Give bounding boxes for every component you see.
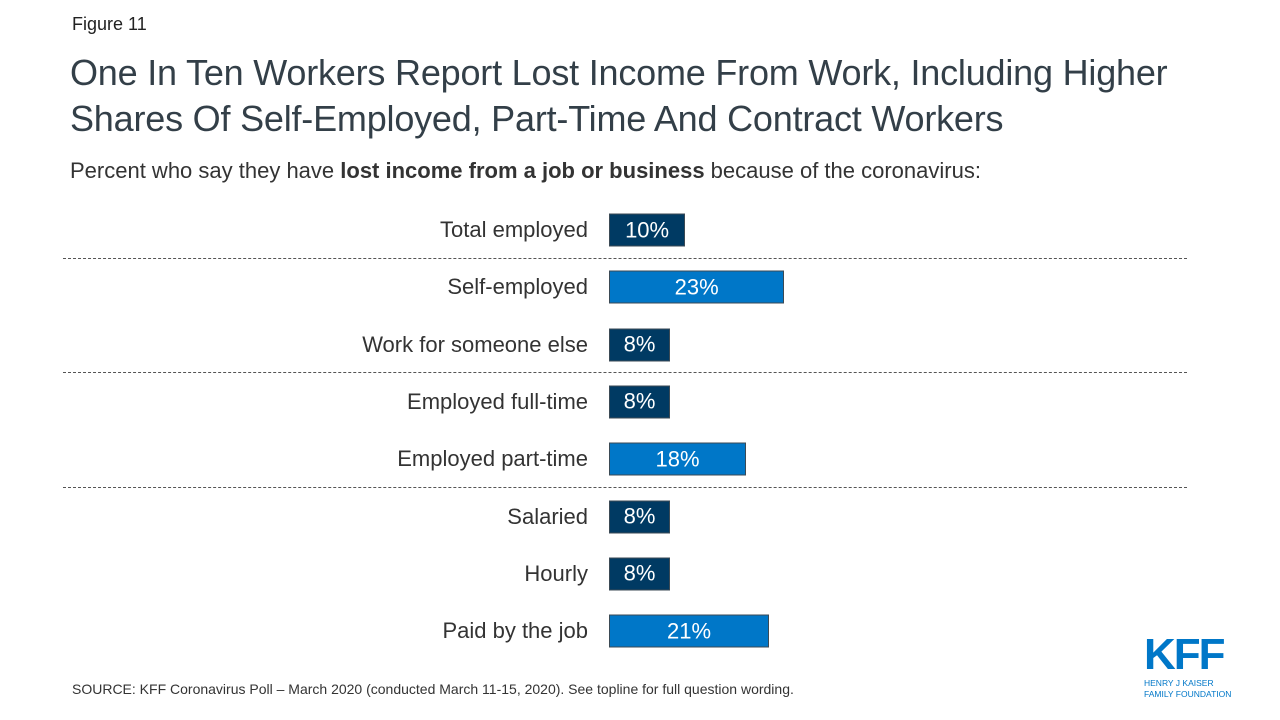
- subtitle-pre: Percent who say they have: [70, 158, 341, 183]
- category-label: Salaried: [507, 503, 588, 529]
- group-separator: [63, 486, 1187, 488]
- category-label: Self-employed: [447, 274, 588, 300]
- category-label: Hourly: [524, 560, 588, 586]
- bar: 8%: [609, 557, 670, 591]
- bar: 23%: [609, 270, 785, 304]
- figure-label: Figure 11: [72, 14, 147, 34]
- category-label: Employed full-time: [407, 388, 588, 414]
- group-separator: [63, 257, 1187, 259]
- bar: 10%: [609, 213, 686, 247]
- source-note: SOURCE: KFF Coronavirus Poll – March 202…: [72, 681, 794, 697]
- logo-main: KFF: [1144, 630, 1226, 679]
- bar: 8%: [609, 500, 670, 533]
- category-label: Employed part-time: [397, 446, 588, 472]
- bar: 21%: [609, 614, 770, 648]
- group-separator: [63, 372, 1187, 374]
- chart-title: One In Ten Workers Report Lost Income Fr…: [70, 52, 1168, 139]
- header: One In Ten Workers Report Lost Income Fr…: [70, 50, 1275, 184]
- data-label: 23%: [674, 274, 719, 300]
- data-label: 21%: [666, 618, 712, 644]
- category-label: Paid by the job: [442, 618, 588, 644]
- data-label: 10%: [625, 217, 670, 242]
- subtitle-bold: lost income from a job or business: [340, 158, 705, 183]
- bar: 8%: [609, 385, 670, 419]
- bar: 8%: [609, 328, 670, 362]
- data-label: 8%: [623, 388, 656, 414]
- kff-logo: KFF HENRY J KAISER FAMILY FOUNDATION: [1144, 632, 1240, 700]
- category-label: Total employed: [440, 217, 588, 242]
- data-label: 8%: [623, 560, 656, 586]
- chart-subtitle: Percent who say they have lost income fr…: [70, 158, 1275, 184]
- logo-line2: FAMILY FOUNDATION: [1144, 689, 1232, 699]
- subtitle-post: because of the coronavirus:: [704, 158, 981, 183]
- data-label: 8%: [623, 503, 656, 529]
- bar: 18%: [609, 442, 747, 476]
- logo-line1: HENRY J KAISER: [1144, 678, 1214, 688]
- data-label: 18%: [655, 446, 700, 472]
- category-label: Work for someone else: [362, 331, 588, 357]
- data-label: 8%: [623, 331, 656, 357]
